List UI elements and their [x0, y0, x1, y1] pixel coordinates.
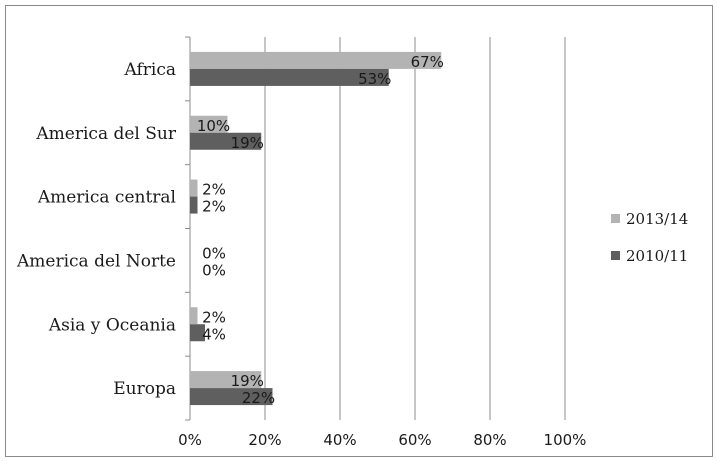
data-label: 67% — [411, 53, 444, 71]
bar-2010-11 — [190, 324, 205, 342]
data-label: 19% — [231, 372, 264, 390]
bar-2013-14 — [190, 115, 228, 133]
category-label: Asia y Oceania — [48, 315, 176, 335]
legend-swatch-2010-11 — [611, 251, 620, 260]
bar-2013-14 — [190, 51, 442, 69]
data-label: 19% — [231, 134, 264, 152]
x-tick-label: 0% — [178, 431, 202, 449]
legend-label: 2010/11 — [626, 247, 688, 265]
category-label: America del Sur — [35, 124, 176, 144]
data-label: 53% — [358, 70, 391, 88]
category-label: America central — [37, 188, 176, 208]
bar-2010-11 — [190, 68, 389, 86]
data-label: 0% — [202, 261, 226, 279]
x-tick-label: 20% — [248, 431, 281, 449]
bar-2010-11 — [190, 196, 198, 214]
bar-2013-14 — [190, 307, 198, 325]
data-label: 10% — [197, 117, 230, 135]
x-tick-label: 100% — [544, 431, 587, 449]
data-label: 2% — [202, 181, 226, 199]
data-label: 4% — [202, 325, 226, 343]
x-tick-label: 40% — [323, 431, 356, 449]
category-label: Africa — [124, 60, 177, 80]
x-tick-label: 60% — [398, 431, 431, 449]
data-label: 2% — [202, 198, 226, 216]
data-label: 22% — [242, 389, 275, 407]
category-label: America del Norte — [16, 251, 176, 271]
bar-2010-11 — [190, 132, 262, 150]
data-label: 0% — [202, 244, 226, 262]
x-tick-label: 80% — [473, 431, 506, 449]
data-label: 2% — [202, 308, 226, 326]
bar-2013-14 — [190, 179, 198, 197]
category-label: Europa — [113, 379, 176, 399]
legend-swatch-2013-14 — [611, 214, 620, 223]
legend-label: 2013/14 — [626, 210, 688, 228]
bar-2013-14 — [190, 371, 262, 389]
bar-2010-11 — [190, 388, 273, 406]
